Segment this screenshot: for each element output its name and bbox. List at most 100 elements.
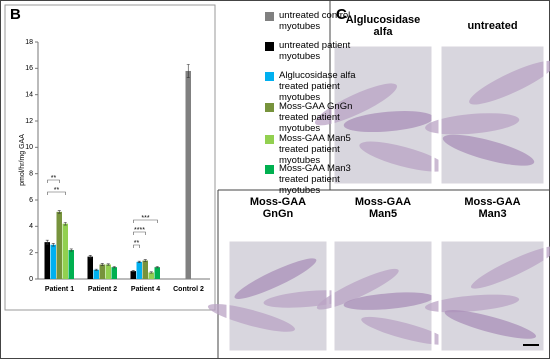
legend-swatch — [265, 135, 274, 144]
x-tick-label: Control 2 — [173, 286, 204, 293]
bar — [148, 272, 154, 279]
bar — [87, 256, 93, 279]
significance-bracket — [133, 244, 140, 248]
micrograph-border — [438, 238, 547, 354]
bar — [111, 267, 117, 279]
error-bar — [112, 266, 116, 269]
myotube — [207, 303, 295, 332]
myotube — [425, 113, 520, 135]
significance-bracket — [47, 179, 60, 183]
y-tick-label: 12 — [25, 118, 33, 125]
panel-label: B — [10, 6, 21, 23]
micrograph — [424, 238, 550, 354]
myotube — [343, 111, 434, 133]
significance-label: ** — [54, 187, 60, 194]
myotube — [361, 316, 449, 345]
bar — [50, 244, 56, 279]
significance-bracket — [47, 191, 66, 195]
bar — [56, 211, 62, 279]
y-tick-label: 14 — [25, 92, 33, 99]
bar — [185, 70, 191, 279]
y-tick-label: 8 — [29, 171, 33, 178]
significance-label: ** — [51, 175, 57, 182]
error-bar — [137, 260, 141, 263]
bar — [62, 223, 68, 279]
legend-label: Moss-GAA Man5 treated patient myotubes — [279, 133, 351, 166]
micrograph — [316, 238, 449, 354]
significance-label: **** — [134, 227, 145, 234]
error-bar — [155, 266, 159, 269]
legend-swatch — [265, 12, 274, 21]
error-bar — [100, 263, 104, 266]
error-bar — [57, 210, 61, 214]
legend-label: untreated patient myotubes — [279, 40, 351, 62]
image-label: Moss-GAA Man3 — [464, 196, 521, 220]
myotube — [424, 294, 520, 313]
error-bar — [149, 271, 153, 274]
myotube — [234, 258, 317, 299]
panel-label: C — [336, 6, 347, 23]
bar — [44, 242, 50, 279]
error-bar — [63, 222, 67, 226]
legend-swatch — [265, 72, 274, 81]
significance-label: *** — [141, 215, 149, 222]
error-bar — [131, 270, 135, 273]
myotube — [315, 83, 397, 126]
error-bar — [94, 268, 98, 271]
legend-swatch — [265, 165, 274, 174]
x-tick-label: Patient 1 — [45, 286, 74, 293]
bar — [68, 250, 74, 279]
legend-swatch — [265, 103, 274, 112]
chart-frame — [4, 4, 216, 311]
bar — [93, 269, 99, 279]
myotube — [469, 60, 550, 105]
legend-label: untreated control myotubes — [279, 10, 351, 32]
scale-bar — [523, 344, 539, 346]
micrograph — [315, 43, 447, 187]
y-axis-label: pmol/hr/mg GAA — [19, 134, 26, 186]
legend-label: Moss-GAA GnGn treated patient myotubes — [279, 101, 353, 134]
bar — [99, 264, 105, 279]
legend-swatch — [265, 42, 274, 51]
myotube — [343, 292, 434, 310]
bar — [130, 271, 136, 279]
x-tick-label: Patient 4 — [131, 286, 160, 293]
myotube — [442, 134, 535, 166]
myotube — [444, 310, 537, 339]
error-bar — [45, 239, 49, 245]
micrograph — [425, 43, 550, 187]
legend-label: Alglucosidase alfa treated patient myotu… — [279, 70, 356, 103]
bar — [142, 260, 148, 279]
y-tick-label: 6 — [29, 197, 33, 204]
significance-bracket — [133, 219, 158, 223]
micrograph-border — [438, 43, 547, 187]
error-bar — [51, 243, 55, 247]
micrograph-border — [331, 43, 435, 187]
myotube — [359, 141, 447, 172]
error-bar — [106, 263, 110, 266]
micrograph-border — [226, 238, 330, 354]
error-bar — [186, 64, 190, 78]
error-bar — [143, 259, 147, 262]
significance-bracket — [133, 231, 146, 235]
image-label: Moss-GAA GnGn — [249, 196, 307, 220]
image-label: Moss-GAA Man5 — [354, 196, 412, 220]
bar — [136, 261, 142, 279]
y-tick-label: 4 — [29, 223, 33, 230]
legend-label: Moss-GAA Man3 treated patient myotubes — [279, 163, 351, 196]
myotube — [470, 246, 550, 289]
error-bar — [69, 248, 73, 252]
y-tick-label: 0 — [29, 276, 33, 283]
y-tick-label: 18 — [25, 39, 33, 46]
image-label: untreated — [467, 20, 518, 32]
y-tick-label: 16 — [25, 65, 33, 72]
bar — [154, 267, 160, 279]
significance-label: ** — [134, 240, 140, 247]
micrograph-border — [331, 238, 435, 354]
y-tick-label: 10 — [25, 144, 33, 151]
bar — [105, 264, 111, 279]
error-bar — [88, 255, 92, 259]
myotube — [316, 268, 399, 310]
